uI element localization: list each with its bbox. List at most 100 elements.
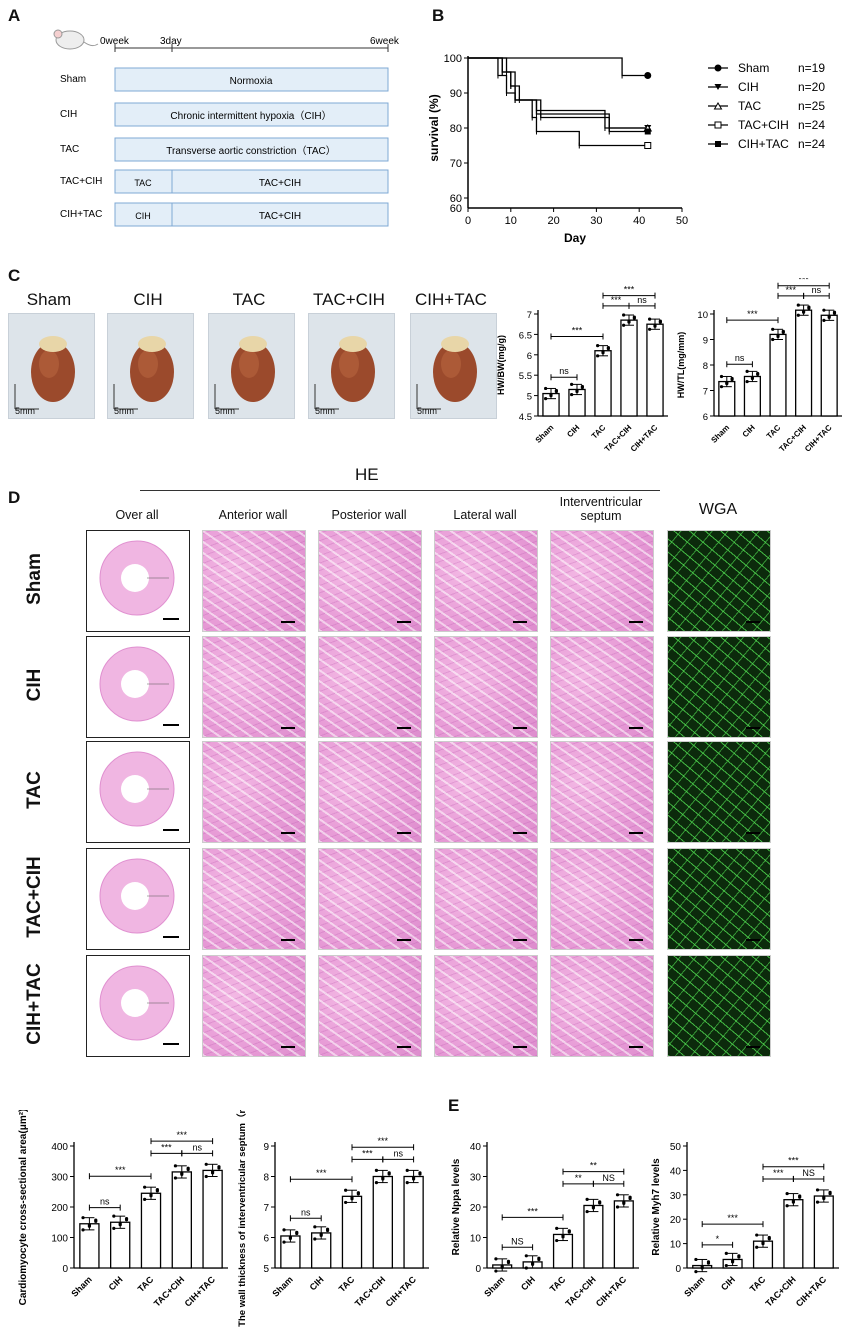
series-cih-tac [468, 57, 651, 135]
x-category-label: CIH [741, 423, 757, 439]
x-category-label: CIH+TAC [183, 1274, 218, 1309]
data-point [344, 1188, 348, 1192]
significance-label: NS [511, 1236, 524, 1246]
x-category-label: CIH [519, 1274, 537, 1292]
data-point [319, 1232, 323, 1236]
y-tick-label: 40 [670, 1166, 682, 1177]
bar [783, 1199, 804, 1269]
panel-label-c: C [8, 266, 21, 285]
data-point [374, 1181, 379, 1185]
data-point [785, 1191, 789, 1196]
data-point [81, 1228, 85, 1232]
y-axis-label: HW/TL(mg/mm) [676, 332, 686, 399]
timeline-group-label: TAC+CIH [60, 176, 102, 187]
data-point [94, 1218, 98, 1222]
y-tick-label: 30 [670, 1191, 682, 1202]
data-point [295, 1230, 299, 1234]
data-point [211, 1170, 215, 1174]
data-point [755, 1245, 759, 1249]
significance-label: ns [192, 1142, 202, 1152]
heart-photo: 5mm [410, 313, 497, 419]
panel-label-d: D [8, 488, 21, 507]
data-point [313, 1237, 317, 1241]
y-tick-label: 300 [51, 1173, 68, 1184]
data-point [494, 1269, 498, 1273]
y-axis-label: Relative Myh7 levels [651, 1158, 662, 1256]
data-point [700, 1265, 704, 1269]
x-category-label: TAC [337, 1274, 357, 1294]
y-axis-label: Relative Nppa levels [451, 1158, 462, 1255]
legend-name: CIH [738, 80, 759, 94]
data-point [118, 1221, 122, 1226]
y-tick-label: 60 [450, 203, 462, 215]
he-stain-image [202, 636, 306, 738]
data-point [282, 1228, 286, 1232]
x-axis-label: Day [564, 231, 586, 245]
he-stain-image [434, 741, 538, 843]
y-tick-label: 200 [51, 1203, 68, 1214]
timeline-bar: TAC+CIH [259, 211, 301, 222]
data-point [781, 329, 785, 333]
data-point [622, 313, 626, 317]
timeline-group-label: TAC [60, 144, 79, 155]
y-axis-label: Cardiomyocyte cross-sectional area(μm²) [18, 1110, 29, 1305]
significance-label: NS [602, 1173, 615, 1183]
bar [403, 1175, 424, 1269]
panel-label-e: E [448, 1096, 460, 1115]
x-tick-label: 0 [465, 215, 471, 227]
he-title: HE [355, 465, 379, 484]
y-tick-label: 50 [670, 1142, 682, 1153]
y-tick-label: 5.5 [519, 371, 532, 382]
histology-column-header: Anterior wall [218, 508, 288, 522]
panel-label-a: A [8, 6, 21, 25]
overall-section-image [86, 955, 190, 1057]
bar [341, 1195, 363, 1269]
y-tick-label: 7 [703, 387, 708, 398]
timeline-tick-3day: 3day [160, 36, 182, 47]
data-point [731, 1259, 735, 1263]
wall-thickness-chart: 5 6 7 8 9 The wall thickness of interventricu… [236, 1110, 429, 1327]
y-tick-label: 30 [470, 1173, 482, 1184]
data-point [627, 319, 631, 323]
data-point [524, 1266, 528, 1270]
y-tick-label: 400 [51, 1142, 68, 1153]
timeline-bar: TAC [134, 178, 152, 188]
x-category-label: CIH [308, 1274, 326, 1292]
wga-stain-image [667, 848, 771, 950]
timeline-group-label: CIH [60, 109, 77, 120]
he-stain-image [550, 741, 654, 843]
data-point [555, 1238, 559, 1243]
legend-name: TAC+CIH [738, 118, 789, 132]
heart-photo: 5mm [107, 313, 194, 419]
data-point [313, 1225, 317, 1229]
overall-section-image [86, 848, 190, 950]
legend-n: n=24 [798, 118, 825, 132]
data-point [815, 1200, 820, 1204]
y-tick-label: 90 [450, 88, 462, 100]
x-category-label: Sham [270, 1274, 294, 1298]
data-point [112, 1214, 116, 1218]
x-category-label: TAC+CIH [603, 423, 634, 454]
data-point [785, 1204, 789, 1208]
myh7-chart: 0 10 20 30 40 50 Relative Myh7 levels Sham CIH TA… [651, 1142, 839, 1309]
data-point [750, 375, 754, 380]
x-category-label: TAC+CIH [763, 1274, 797, 1308]
data-point [730, 376, 734, 381]
histology-column-header: WGA [698, 501, 738, 518]
heart-group-label: CIH [133, 290, 163, 309]
bar [795, 309, 813, 417]
wga-stain-image [667, 530, 771, 632]
legend-name: TAC [738, 99, 761, 113]
heart-group-label: TAC [232, 290, 266, 309]
y-tick-label: 8 [703, 361, 708, 372]
data-point [288, 1235, 292, 1239]
significance-label: *** [611, 295, 622, 305]
data-point [155, 1188, 159, 1192]
bar [372, 1175, 393, 1269]
timeline-bar: CIH [135, 211, 151, 221]
y-tick-label: 6 [703, 412, 708, 423]
y-tick-label: 0 [675, 1264, 681, 1275]
significance-label: *** [788, 1156, 799, 1166]
significance-label: *** [527, 1206, 538, 1216]
timeline-bar: Chronic intermittent hypoxia（CIH） [170, 110, 331, 122]
